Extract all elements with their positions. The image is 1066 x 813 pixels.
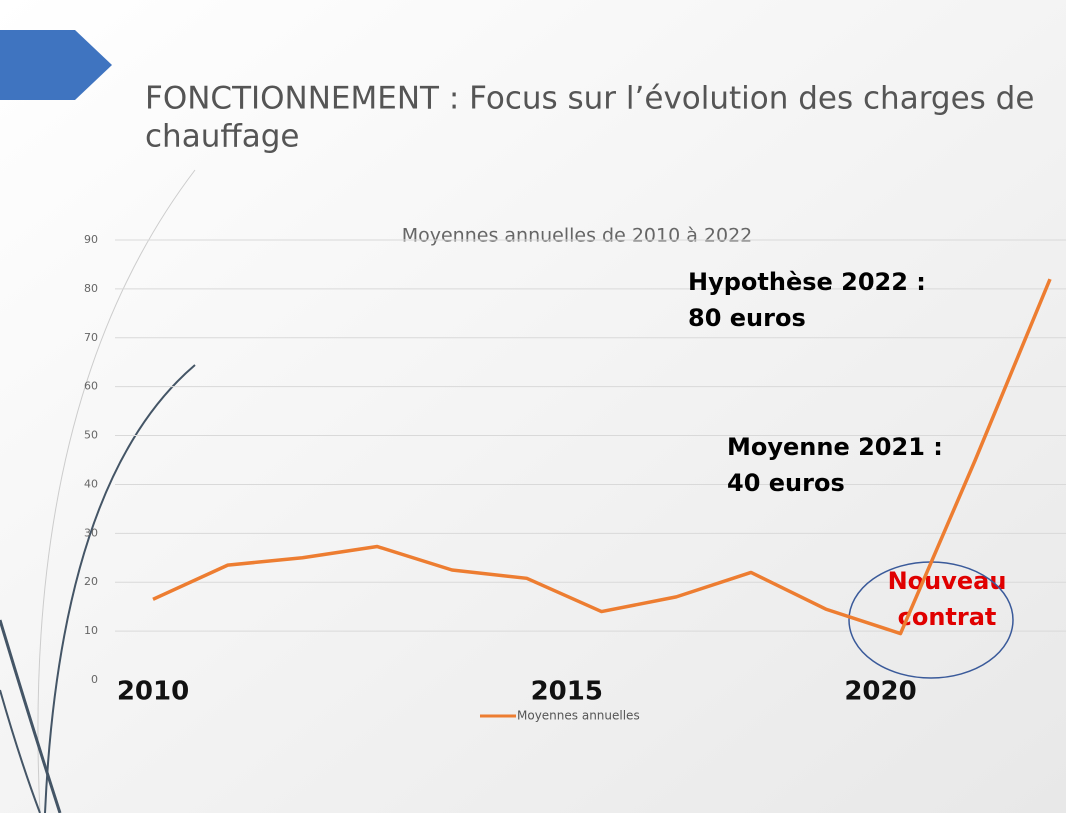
y-tick-label: 10 (84, 624, 98, 637)
annotation: 80 euros (688, 304, 806, 332)
arrow-decoration (0, 30, 112, 100)
annotation: Nouveau (888, 567, 1007, 595)
slide-title: chauffage (145, 119, 299, 155)
chart-title: Moyennes annuelles de 2010 à 2022 (402, 225, 753, 247)
curve-decoration (44, 364, 196, 813)
y-tick-label: 50 (84, 429, 98, 442)
y-tick-label: 60 (84, 380, 98, 393)
y-tick-label: 30 (84, 526, 98, 539)
annotation: Hypothèse 2022 : (688, 268, 926, 296)
annotation: 40 euros (727, 469, 845, 497)
y-tick-label: 70 (84, 331, 98, 344)
curve-decoration (37, 169, 196, 813)
x-category-label: 2020 (844, 677, 916, 707)
x-category-label: 2010 (117, 677, 189, 707)
annotation: contrat (898, 603, 997, 631)
x-category-label: 2015 (531, 677, 603, 707)
legend-label: Moyennes annuelles (517, 709, 640, 723)
y-tick-label: 20 (84, 575, 98, 588)
y-tick-label: 80 (84, 282, 98, 295)
slide-title: FONCTIONNEMENT : Focus sur l’évolution d… (145, 81, 1034, 117)
curve-decoration (0, 619, 62, 813)
y-tick-label: 0 (91, 673, 98, 686)
series-line (152, 278, 1052, 636)
y-tick-label: 90 (84, 233, 98, 246)
curve-decoration (0, 689, 41, 813)
annotation: Moyenne 2021 : (727, 433, 943, 461)
y-tick-label: 40 (84, 477, 98, 490)
